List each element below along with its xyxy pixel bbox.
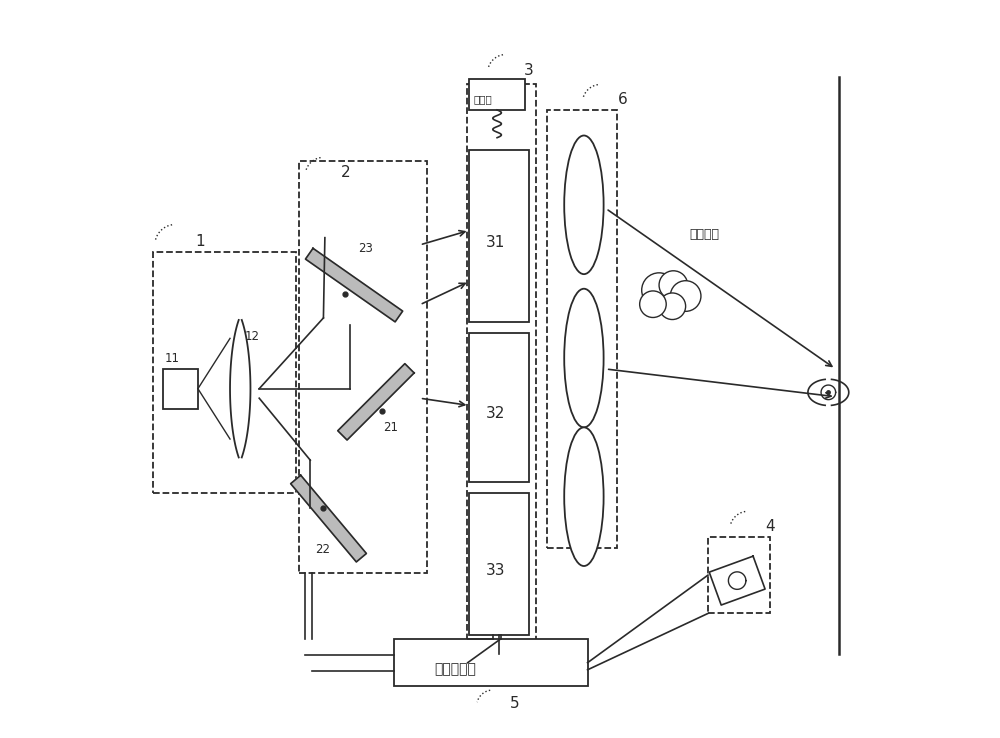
Polygon shape: [709, 556, 765, 605]
Bar: [469, 333, 529, 482]
Text: 1: 1: [195, 235, 205, 249]
Bar: [163, 369, 198, 409]
Bar: [469, 79, 525, 110]
Text: 全息图像: 全息图像: [690, 227, 720, 241]
Circle shape: [659, 271, 688, 300]
Text: 31: 31: [485, 235, 505, 249]
Bar: [708, 537, 770, 613]
Text: 11: 11: [164, 352, 179, 365]
Circle shape: [670, 280, 701, 311]
Bar: [469, 150, 529, 322]
Polygon shape: [305, 248, 403, 322]
Ellipse shape: [564, 289, 604, 427]
Text: 2: 2: [341, 165, 351, 180]
Text: 3: 3: [523, 63, 533, 78]
Bar: [547, 110, 617, 548]
Text: 32: 32: [485, 406, 505, 421]
Text: 23: 23: [358, 242, 373, 255]
Text: 数据源: 数据源: [473, 94, 492, 104]
Text: 21: 21: [383, 421, 398, 434]
Polygon shape: [291, 475, 366, 562]
Text: 33: 33: [485, 563, 505, 578]
Text: 12: 12: [245, 330, 260, 343]
Polygon shape: [338, 364, 414, 440]
Ellipse shape: [564, 136, 604, 274]
Text: 4: 4: [766, 519, 775, 534]
Bar: [469, 493, 529, 635]
Circle shape: [659, 293, 686, 320]
Circle shape: [640, 291, 666, 317]
Bar: [467, 84, 536, 650]
Text: 22: 22: [315, 543, 330, 556]
Circle shape: [642, 273, 676, 308]
Text: 5: 5: [509, 696, 519, 711]
Ellipse shape: [564, 427, 604, 566]
Bar: [299, 161, 427, 573]
Text: 6: 6: [618, 92, 628, 107]
Bar: [153, 252, 296, 493]
Bar: [394, 639, 588, 686]
Text: 系统控制器: 系统控制器: [434, 662, 476, 676]
